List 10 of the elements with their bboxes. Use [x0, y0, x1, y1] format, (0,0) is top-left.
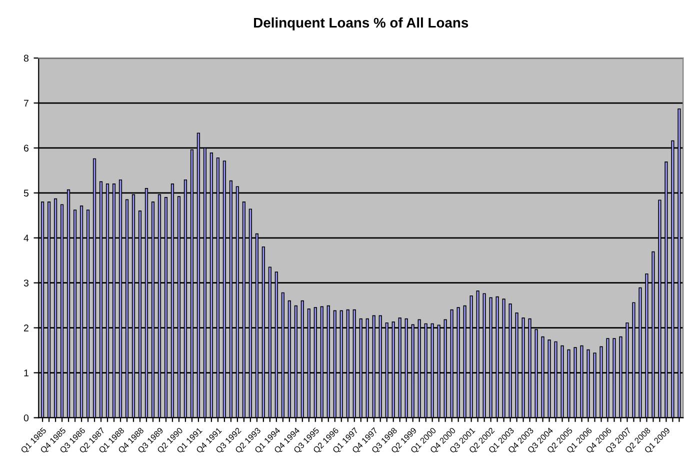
chart-title: Delinquent Loans % of All Loans	[254, 17, 468, 30]
y-tick-label: 4	[24, 234, 29, 242]
y-tick-label: 6	[24, 144, 28, 152]
y-tick-label: 7	[24, 100, 28, 107]
y-tick-label: 8	[24, 54, 28, 62]
y-tick-label: 5	[24, 190, 29, 197]
y-tick-label: 0	[24, 414, 29, 422]
y-tick-label: 2	[24, 324, 28, 332]
y-tick-label: 1	[24, 370, 28, 376]
y-tick-label: 3	[24, 280, 28, 286]
